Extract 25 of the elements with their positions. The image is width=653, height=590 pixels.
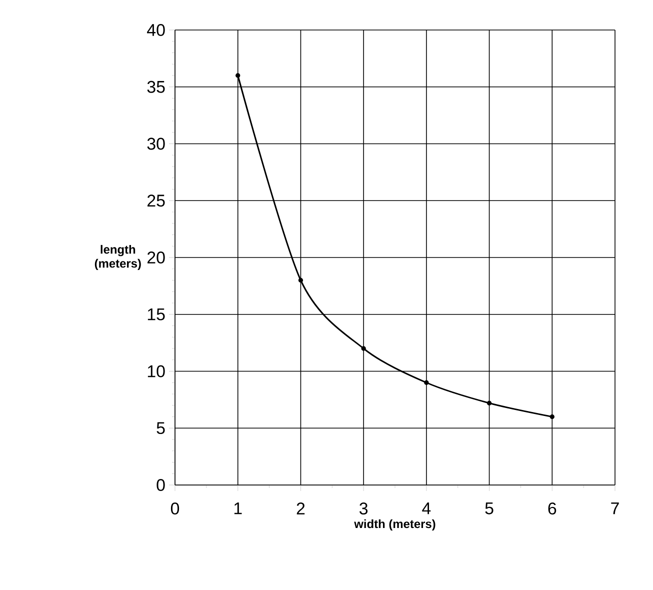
point (361, 346, 366, 351)
y-axis-title: length (meters) (94, 244, 141, 270)
x-tick-label: 2 (296, 502, 305, 514)
y-tick-label: 15 (148, 308, 165, 320)
y-tick-label: 0 (156, 479, 165, 491)
x-tick-label: 4 (422, 502, 431, 514)
point (236, 73, 240, 78)
y-tick-label: 20 (148, 252, 165, 264)
y-tick-label: 40 (147, 24, 165, 36)
point (550, 414, 554, 420)
x-axis-title: width (meters) (354, 519, 436, 530)
x-tick-label: 1 (234, 502, 242, 514)
y-tick-label: 10 (148, 365, 165, 378)
x-tick-label: 6 (548, 502, 556, 515)
y-tick-label: 30 (147, 138, 165, 150)
x-tick-label: 3 (360, 502, 368, 515)
y-tick-label: 35 (147, 80, 165, 93)
y-tick-label: 5 (156, 422, 165, 434)
point (486, 400, 492, 406)
x-tick-label: 0 (170, 502, 180, 515)
point (298, 278, 304, 283)
point (424, 380, 429, 385)
x-tick-label: 7 (611, 502, 619, 514)
y-tick-label: 25 (148, 194, 165, 207)
x-tick-label: 5 (485, 502, 494, 514)
